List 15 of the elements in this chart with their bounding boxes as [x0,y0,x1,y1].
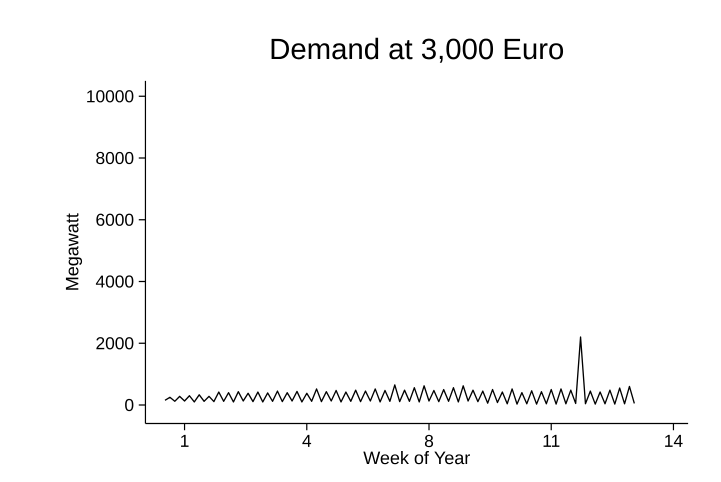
y-tick-label: 8000 [96,152,134,164]
y-tick-label: 10000 [87,90,134,102]
y-tick-label: 6000 [96,214,134,226]
x-tick-label: 11 [544,434,560,447]
x-tick-label: 8 [424,434,434,448]
y-axis-title: Megawatt [66,213,82,290]
x-tick-label: 14 [665,434,683,447]
x-axis-title: Week of Year [363,450,470,464]
y-tick-label: 0 [125,398,134,412]
x-tick-label: 1 [181,434,189,447]
x-tick-label: 4 [302,434,312,447]
y-tick-label: 4000 [96,275,134,288]
y-tick-label: 2000 [96,337,134,350]
line-series [164,336,636,405]
chart-title: Demand at 3,000 Euro [272,38,564,63]
